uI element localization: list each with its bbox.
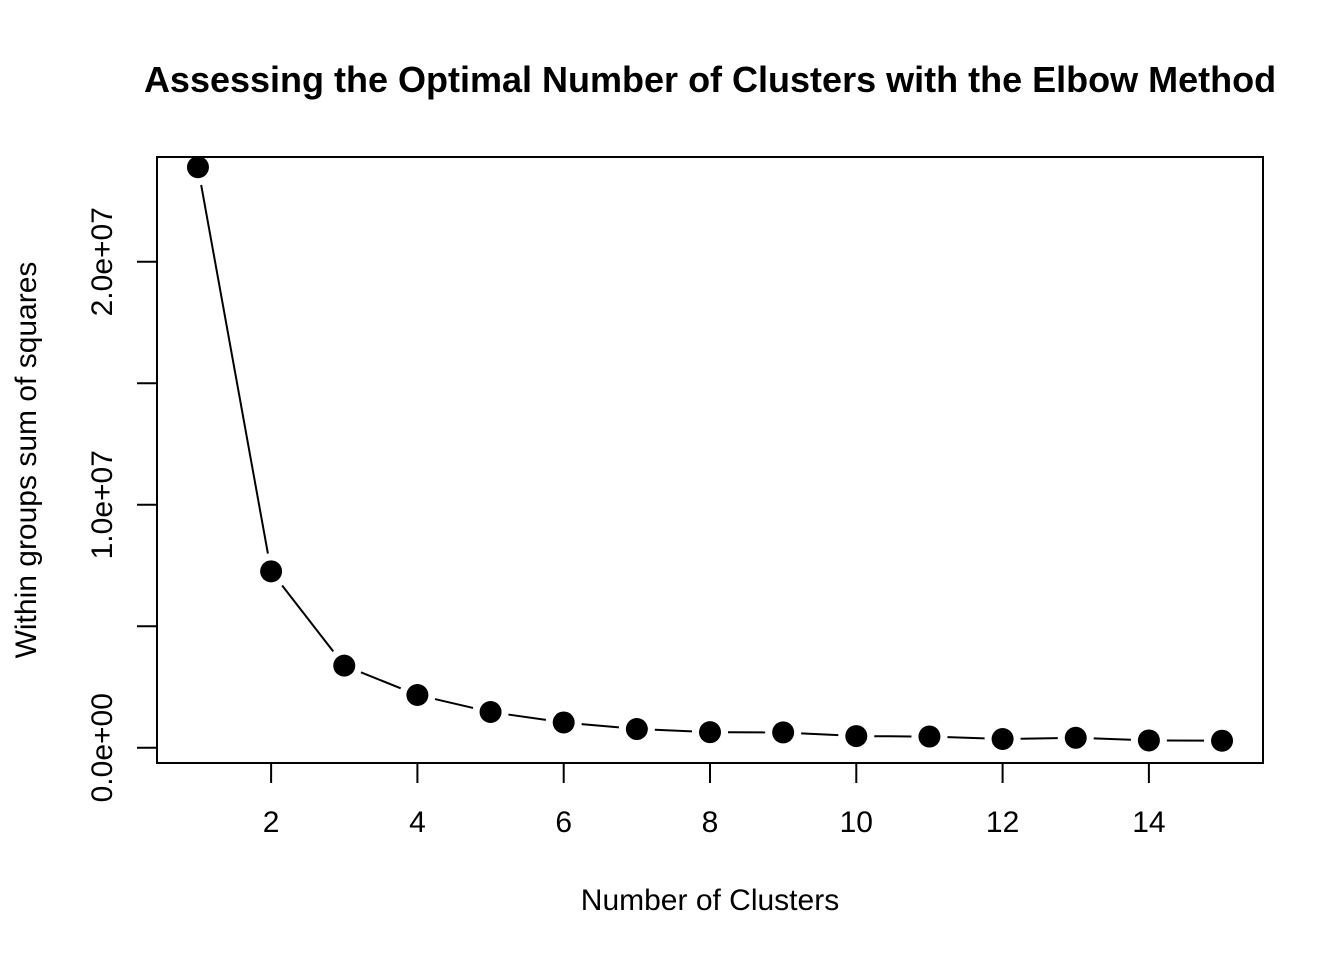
series-line-segment xyxy=(801,732,839,737)
y-tick-label: 1.0e+07 xyxy=(86,450,119,559)
x-tick-label: 6 xyxy=(555,806,572,839)
data-point xyxy=(333,654,356,677)
series-line-segment xyxy=(1093,737,1131,741)
y-axis: 0.0e+00 1.0e+07 2.0e+07 xyxy=(86,207,157,802)
series-points xyxy=(186,156,1234,752)
y-tick-label: 2.0e+07 xyxy=(86,207,119,316)
data-point xyxy=(1137,729,1160,752)
x-tick-label: 4 xyxy=(409,806,426,839)
data-point xyxy=(699,721,721,744)
x-tick-label: 2 xyxy=(263,806,280,839)
plot-frame xyxy=(156,156,1264,764)
data-point xyxy=(991,727,1014,750)
data-point xyxy=(552,711,575,734)
x-tick-label: 10 xyxy=(840,806,873,839)
chart-title: Assessing the Optimal Number of Clusters… xyxy=(144,59,1276,100)
series-line-segment xyxy=(434,698,474,709)
x-tick-label: 14 xyxy=(1132,806,1165,839)
data-point xyxy=(1064,726,1087,749)
data-point xyxy=(772,721,795,744)
x-tick-label: 12 xyxy=(986,806,1019,839)
data-point xyxy=(845,725,868,748)
series-line-segment xyxy=(1020,737,1058,740)
data-point xyxy=(625,718,648,741)
series-line-segment xyxy=(281,584,335,652)
x-axis: 2 4 6 8 10 12 14 xyxy=(263,763,1166,839)
y-axis-title: Within groups sum of squares xyxy=(10,262,43,659)
data-point xyxy=(186,156,209,179)
series-line-segment xyxy=(200,184,269,554)
series-line-segment xyxy=(947,736,985,740)
data-point xyxy=(479,701,502,724)
series-line-segment xyxy=(360,671,402,690)
data-point xyxy=(406,684,429,707)
y-tick-label: 0.0e+00 xyxy=(86,693,119,802)
series-line-segment xyxy=(654,728,693,733)
x-tick-label: 8 xyxy=(702,806,719,839)
series-lines xyxy=(200,184,1205,742)
data-point xyxy=(1211,729,1234,752)
data-point xyxy=(260,560,283,583)
series-line-segment xyxy=(581,723,620,729)
data-point xyxy=(918,725,941,748)
series-line-segment xyxy=(508,713,547,721)
x-axis-title: Number of Clusters xyxy=(581,884,839,917)
